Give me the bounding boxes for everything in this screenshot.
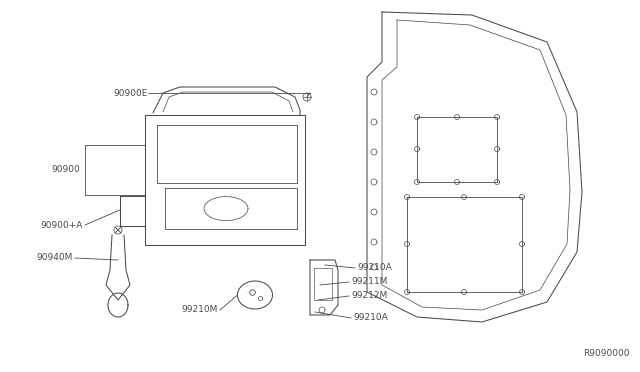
Text: 99210M: 99210M [182, 305, 218, 314]
Text: R9090000: R9090000 [584, 349, 630, 358]
Text: 99211M: 99211M [351, 278, 387, 286]
Text: 90900+A: 90900+A [40, 221, 83, 230]
Text: 99212M: 99212M [351, 292, 387, 301]
Text: 90900: 90900 [51, 166, 80, 174]
Text: 90940M: 90940M [36, 253, 73, 263]
Text: 99210A: 99210A [353, 314, 388, 323]
Text: 99210A: 99210A [357, 263, 392, 273]
Text: 90900E: 90900E [114, 89, 148, 97]
